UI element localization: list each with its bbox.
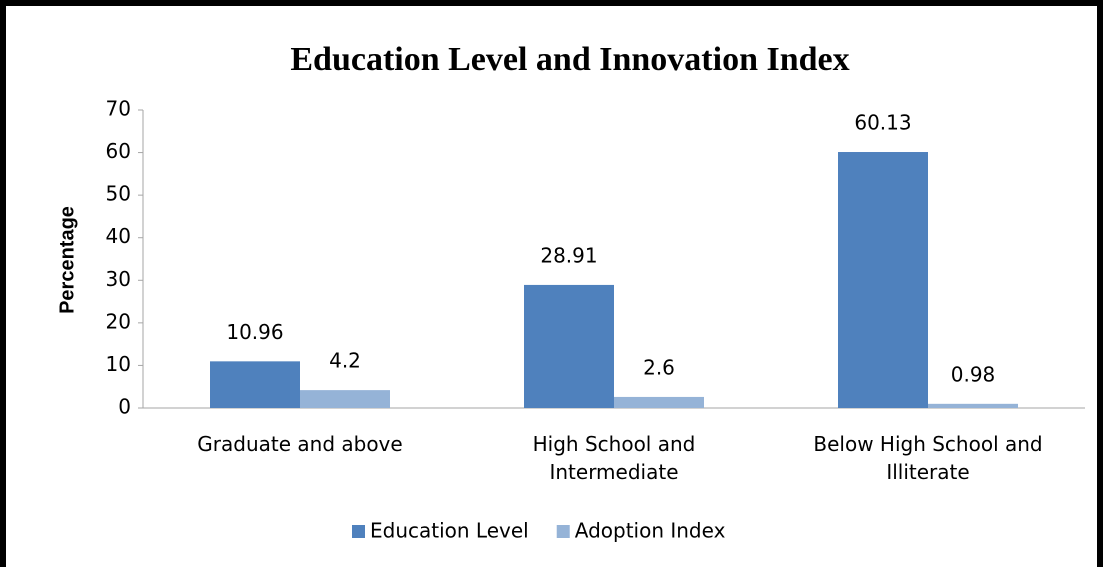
chart-title: Education Level and Innovation Index: [290, 41, 849, 78]
y-tick-label: 10: [106, 352, 131, 376]
y-tick-label: 30: [106, 267, 131, 291]
y-tick-label: 70: [106, 97, 131, 121]
legend-label: Adoption Index: [575, 519, 726, 543]
data-label: 2.6: [643, 355, 675, 379]
legend-swatch: [352, 525, 365, 538]
data-label: 0.98: [951, 362, 996, 386]
data-label: 10.96: [226, 320, 283, 344]
legend-label: Education Level: [370, 519, 529, 543]
y-tick-label: 0: [118, 395, 131, 419]
y-tick-label: 20: [106, 309, 131, 333]
x-tick-label: Below High School and Illiterate: [813, 432, 1042, 484]
x-tick-label: High School and Intermediate: [533, 432, 696, 484]
data-label: 28.91: [540, 243, 597, 267]
y-tick-label: 50: [106, 182, 131, 206]
bar: [614, 396, 704, 408]
y-tick-label: 60: [106, 139, 131, 163]
bar: [210, 361, 300, 408]
data-label: 60.13: [854, 111, 911, 135]
y-axis-label: Percentage: [56, 206, 78, 314]
x-tick-label: Graduate and above: [197, 432, 402, 456]
legend-swatch: [556, 525, 570, 538]
bar: [300, 390, 390, 408]
y-tick-label: 40: [106, 224, 131, 248]
bar: [524, 284, 614, 408]
data-label: 4.2: [329, 349, 361, 373]
bar: [838, 152, 928, 408]
bar: [928, 403, 1018, 408]
